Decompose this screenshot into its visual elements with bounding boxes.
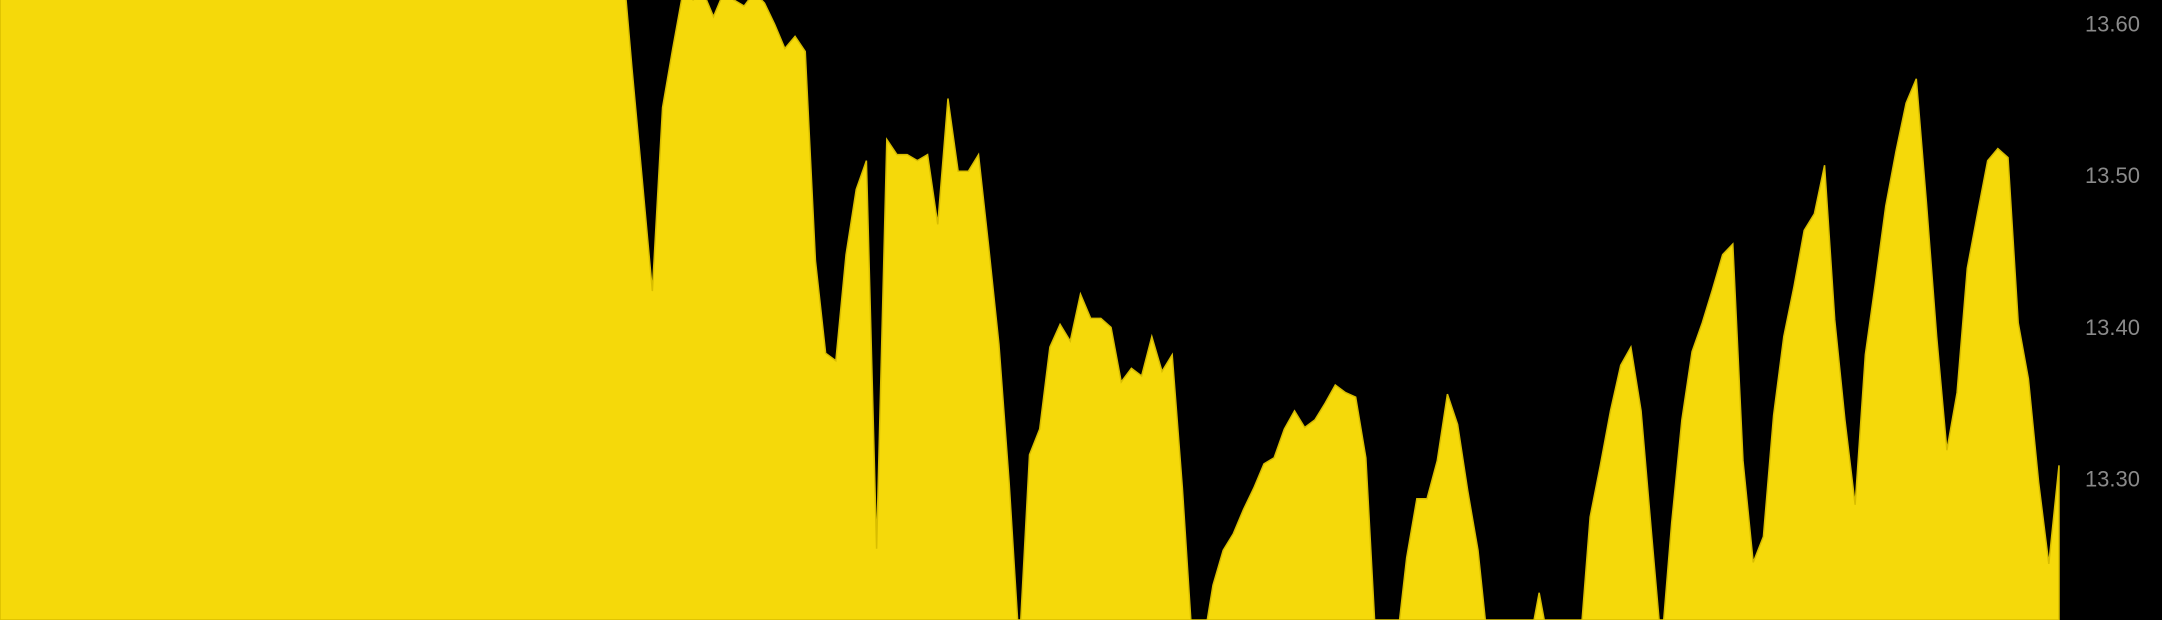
y-tick-label: 13.30 (2085, 466, 2140, 491)
y-tick-label: 13.50 (2085, 163, 2140, 188)
area (0, 0, 2060, 620)
y-tick-label: 13.60 (2085, 12, 2140, 37)
y-tick-label: 13.40 (2085, 315, 2140, 340)
